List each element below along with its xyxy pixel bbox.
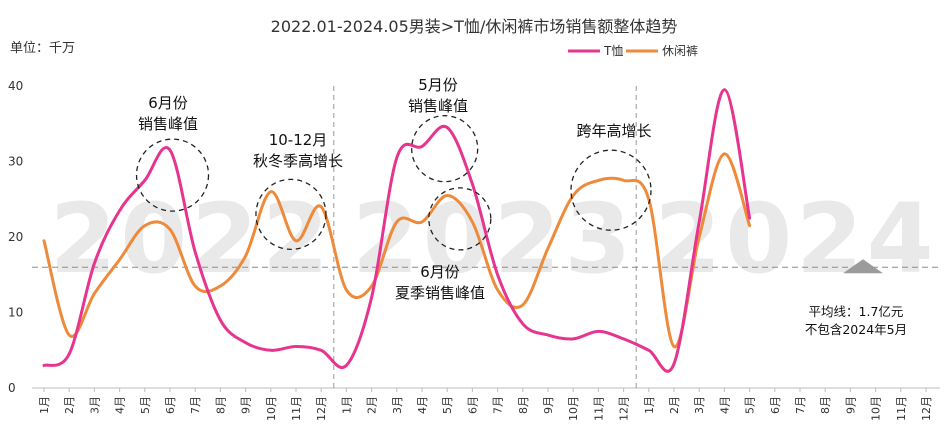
legend-label-pants: 休闲裤 bbox=[662, 44, 698, 58]
x-tick-label: 4月 bbox=[416, 396, 429, 414]
x-tick-label: 5月 bbox=[441, 396, 454, 414]
annotation-q4-line1: 10-12月 bbox=[269, 131, 328, 149]
y-tick-30: 30 bbox=[8, 155, 23, 169]
annotation-2023-peak-line1: 5月份 bbox=[418, 76, 458, 94]
x-tick-label: 9月 bbox=[542, 396, 555, 414]
watermark-2024: 2024 bbox=[654, 183, 937, 295]
y-tick-0: 0 bbox=[8, 381, 16, 395]
x-axis-ticks: 1月 2月 3月 4月 5月 6月 7月 8月 9月 10月 11月 12月 1月 2月 3月 4月 5月 6月 7… bbox=[38, 388, 933, 421]
legend: T恤 休闲裤 bbox=[568, 44, 698, 58]
annotation-circle-1 bbox=[135, 138, 210, 212]
unit-label: 单位：千万 bbox=[10, 41, 75, 56]
y-tick-20: 20 bbox=[8, 230, 23, 244]
x-tick-label: 8月 bbox=[819, 396, 832, 414]
y-axis-ticks: 0 10 20 30 40 bbox=[8, 79, 23, 395]
average-note-line2: 不包含2024年5月 bbox=[805, 322, 907, 337]
series-line-pants bbox=[42, 152, 752, 349]
x-tick-label: 6月 bbox=[769, 396, 782, 414]
year-watermarks: 2022 2023 2024 bbox=[50, 183, 937, 295]
x-tick-label: 9月 bbox=[844, 396, 857, 414]
series-lines bbox=[42, 88, 752, 373]
annotation-cross-year: 跨年高增长 bbox=[576, 122, 651, 140]
x-tick-label: 11月 bbox=[592, 396, 605, 421]
annotation-circle-3 bbox=[411, 115, 479, 183]
x-tick-label: 7月 bbox=[189, 396, 202, 414]
annotation-summer-peak-line1: 6月份 bbox=[420, 263, 460, 281]
x-tick-label: 6月 bbox=[164, 396, 177, 414]
x-tick-label: 3月 bbox=[391, 396, 404, 414]
x-tick-label: 7月 bbox=[794, 396, 807, 414]
x-tick-label: 3月 bbox=[88, 396, 101, 414]
x-tick-label: 2月 bbox=[366, 396, 379, 414]
legend-label-tshirt: T恤 bbox=[603, 44, 623, 58]
x-tick-label: 11月 bbox=[290, 396, 303, 421]
annotation-circle-2 bbox=[255, 178, 327, 251]
x-tick-label: 4月 bbox=[718, 396, 731, 414]
y-tick-10: 10 bbox=[8, 306, 23, 320]
annotation-2022-peak-line1: 6月份 bbox=[148, 94, 188, 112]
x-tick-label: 7月 bbox=[492, 396, 505, 414]
average-note-line1: 平均线：1.7亿元 bbox=[809, 304, 904, 319]
series-line-tshirt bbox=[42, 88, 752, 373]
x-tick-label: 10月 bbox=[567, 396, 580, 421]
x-tick-label: 10月 bbox=[265, 396, 278, 421]
x-tick-label: 2月 bbox=[668, 396, 681, 414]
average-marker bbox=[843, 259, 883, 274]
annotation-circle-4 bbox=[428, 187, 492, 251]
x-tick-label: 5月 bbox=[744, 396, 757, 414]
chart-title: 2022.01-2024.05男装>T恤/休闲裤市场销售额整体趋势 bbox=[271, 17, 678, 36]
annotation-circle-5 bbox=[570, 149, 652, 231]
x-tick-label: 1月 bbox=[643, 396, 656, 414]
x-tick-label: 12月 bbox=[315, 396, 328, 421]
annotations: 6月份 销售峰值 10-12月 秋冬季高增长 5月份 销售峰值 6月份 夏季销售… bbox=[138, 76, 907, 337]
x-tick-label: 8月 bbox=[214, 396, 227, 414]
annotation-2022-peak-line2: 销售峰值 bbox=[138, 115, 198, 133]
annotation-2023-peak-line2: 销售峰值 bbox=[408, 97, 468, 115]
x-tick-label: 1月 bbox=[340, 396, 353, 414]
x-tick-label: 1月 bbox=[38, 396, 51, 414]
x-tick-label: 8月 bbox=[517, 396, 530, 414]
annotation-summer-peak-line2: 夏季销售峰值 bbox=[395, 284, 485, 302]
x-tick-label: 5月 bbox=[139, 396, 152, 414]
y-tick-40: 40 bbox=[8, 79, 23, 93]
x-tick-label: 2月 bbox=[63, 396, 76, 414]
x-tick-label: 3月 bbox=[693, 396, 706, 414]
x-tick-label: 6月 bbox=[466, 396, 479, 414]
x-tick-label: 10月 bbox=[870, 396, 883, 421]
x-tick-label: 11月 bbox=[895, 396, 908, 421]
annotation-q4-line2: 秋冬季高增长 bbox=[253, 152, 343, 170]
x-tick-label: 12月 bbox=[618, 396, 631, 421]
annotation-circles bbox=[135, 115, 652, 251]
x-tick-label: 4月 bbox=[114, 396, 127, 414]
x-tick-label: 12月 bbox=[920, 396, 933, 421]
x-tick-label: 9月 bbox=[240, 396, 253, 414]
